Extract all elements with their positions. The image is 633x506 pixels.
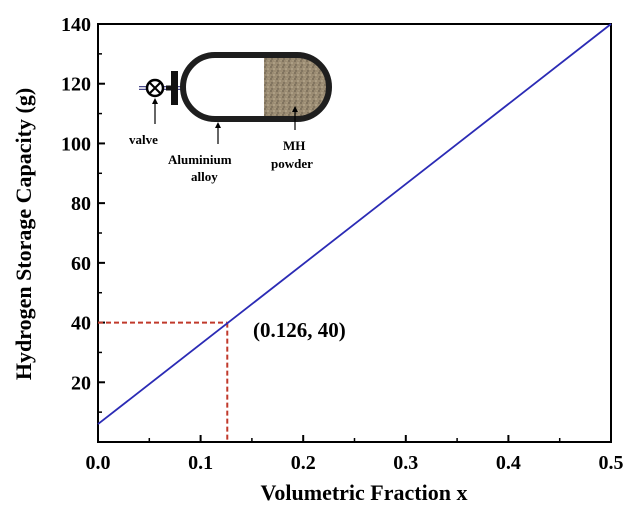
inset-label-valve: valve: [129, 132, 158, 147]
x-tick-label: 0.2: [291, 452, 316, 474]
inset-label-powder-1: MH: [283, 138, 305, 153]
data-series: [97, 23, 612, 425]
x-tick-label: 0.5: [599, 452, 624, 474]
x-tick-label: 0.0: [86, 452, 111, 474]
y-tick-label: 60: [71, 253, 91, 275]
marked-point-guides: [98, 321, 229, 442]
x-axis-title: Volumetric Fraction x: [261, 480, 468, 505]
y-tick-label: 40: [71, 313, 91, 335]
y-tick-label: 140: [61, 14, 91, 36]
x-tick-label: 0.4: [496, 452, 521, 474]
inset-label-alloy-1: Aluminium: [168, 152, 232, 167]
y-tick-label: 120: [61, 74, 91, 96]
tank-illustration: valve Aluminium alloy MH powder: [129, 52, 332, 184]
y-tick-label: 20: [71, 372, 91, 394]
marked-point-label: (0.126, 40): [253, 318, 346, 342]
y-axis-title: Hydrogen Storage Capacity (g): [11, 88, 36, 380]
x-tick-label: 0.3: [393, 452, 418, 474]
series-line: [97, 23, 612, 425]
y-tick-label: 100: [61, 133, 91, 155]
y-tick-label: 80: [71, 193, 91, 215]
inset-label-alloy-2: alloy: [191, 169, 218, 184]
y-axis-ticks: 20 40 60 80 100 120 140: [61, 14, 105, 413]
inset-label-powder-2: powder: [271, 156, 313, 171]
tank-shell: [180, 52, 332, 122]
x-tick-label: 0.1: [188, 452, 213, 474]
x-axis-ticks: 0.0 0.1 0.2 0.3 0.4 0.5: [86, 435, 624, 474]
tank-flange: [171, 71, 178, 105]
